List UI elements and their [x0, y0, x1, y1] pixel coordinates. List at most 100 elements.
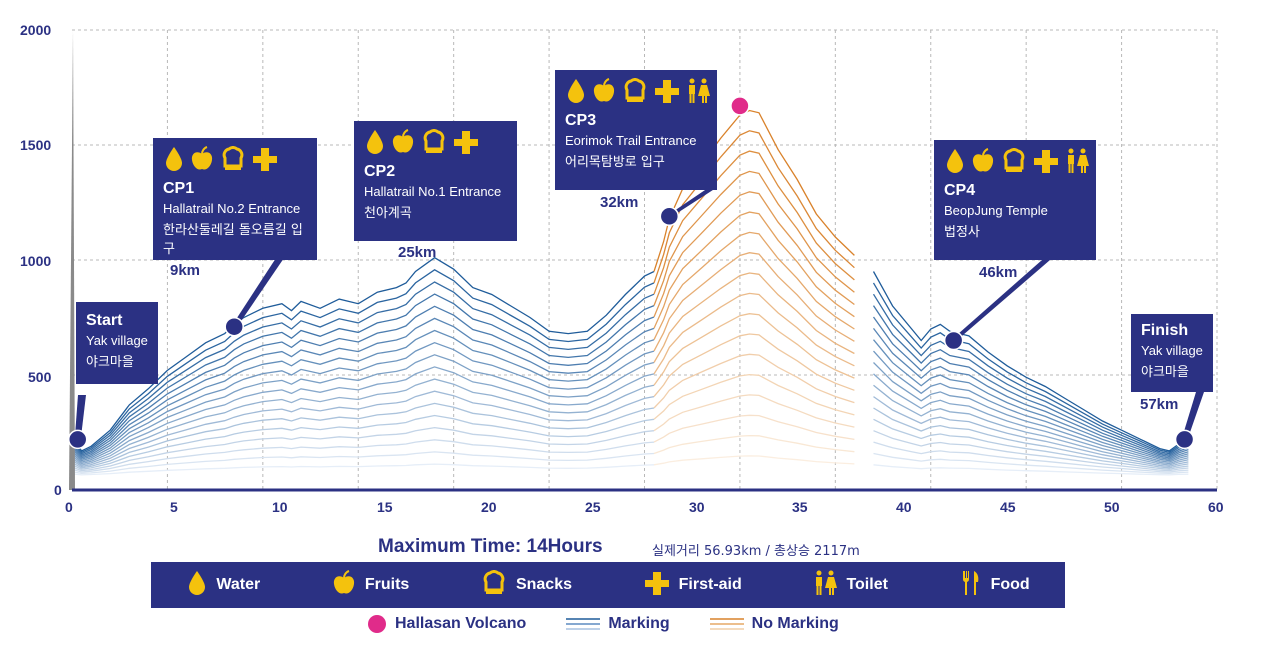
water-icon — [944, 148, 966, 179]
y-tick-500: 500 — [28, 369, 52, 385]
first-aid-icon — [653, 78, 681, 109]
cp1-km: 9km — [170, 262, 201, 279]
snacks-icon — [480, 569, 508, 601]
no-marking-line-13 — [653, 373, 855, 420]
marking-line-3 — [71, 293, 655, 456]
y-axis-bar — [69, 30, 75, 490]
x-tick-30: 30 — [689, 499, 705, 515]
cp1-label-box: CP1 Hallatrail No.2 Entrance 한라산둘레길 돌오름길… — [153, 138, 317, 260]
cp4-label-box: CP4 BeopJung Temple 법정사 — [934, 140, 1096, 260]
fruits-icon — [189, 145, 215, 177]
cp2-ko: 천아계곡 — [364, 206, 412, 221]
pointer-cp4 — [950, 260, 1050, 341]
marking-line-end-13 — [873, 418, 1189, 470]
legend-food: Food — [959, 570, 1030, 601]
marking-line-10 — [71, 378, 655, 466]
cp2-label-box: CP2 Hallatrail No.1 Entrance 천아계곡 — [354, 121, 517, 241]
marking-line-15 — [71, 439, 655, 473]
marking-line-11 — [71, 390, 655, 468]
x-tick-45: 45 — [1000, 499, 1016, 515]
x-tick-5: 5 — [170, 499, 178, 515]
legend-snacks-label: Snacks — [515, 576, 572, 593]
snacks-icon — [621, 77, 649, 109]
marking-line-end-10 — [873, 384, 1189, 466]
marking-line-end-17 — [873, 464, 1189, 476]
cp3-en: Eorimok Trail Entrance — [565, 133, 697, 148]
food-icon — [959, 570, 983, 601]
x-tick-10: 10 — [272, 499, 288, 515]
marking-line-end-16 — [873, 452, 1189, 475]
marking-line-14 — [71, 426, 655, 472]
first-aid-icon — [452, 129, 480, 160]
marking-line-end-3 — [872, 305, 1189, 456]
marking-line-end-15 — [873, 441, 1189, 473]
marker-cp1 — [224, 316, 244, 337]
no-marking-line-2 — [653, 150, 855, 295]
marking-line-17 — [71, 463, 655, 476]
marking-line-1 — [71, 269, 655, 454]
no-marking-line-1 — [653, 130, 855, 284]
marking-line-16 — [71, 451, 655, 475]
marking-line-7 — [71, 341, 655, 462]
legend-water-label: Water — [216, 576, 261, 593]
cp2-en: Hallatrail No.1 Entrance — [364, 184, 502, 199]
legend-first-aid-label: First-aid — [678, 576, 742, 593]
x-tick-60: 60 — [1208, 499, 1224, 515]
cp4-name: CP4 — [944, 182, 976, 199]
start-label-box: Start Yak village 야크마을 — [76, 302, 158, 384]
marking-line-end-9 — [873, 373, 1189, 465]
snacks-icon — [219, 145, 247, 177]
pointer-finish — [1181, 392, 1204, 440]
legend-summit: Hallasan Volcano — [367, 614, 526, 634]
water-icon — [364, 129, 386, 160]
marker-finish — [1174, 429, 1195, 450]
first-aid-icon — [251, 146, 279, 177]
marking-line-12 — [71, 402, 655, 469]
snacks-icon — [420, 128, 448, 160]
marking-line-end-6 — [872, 339, 1189, 460]
no-marking-line-6 — [653, 231, 855, 340]
no-marking-line-8 — [653, 272, 855, 363]
no-marking-line-14 — [653, 394, 855, 432]
no-marking-line-17 — [653, 455, 855, 466]
start-ko: 야크마을 — [86, 355, 134, 370]
marking-line-end-2 — [872, 293, 1189, 455]
marking-line-end-0 — [872, 271, 1189, 452]
distance-elevation-stats: 실제거리 56.93km / 총상승 2117m — [652, 544, 860, 559]
marking-line-end-7 — [873, 350, 1189, 462]
legend-food-label: Food — [990, 576, 1030, 593]
no-marking-line-4 — [653, 191, 855, 318]
legend-marking-label: Marking — [608, 615, 670, 632]
marking-line-end-14 — [873, 430, 1189, 472]
fruits-icon — [591, 77, 617, 109]
grid — [72, 29, 1218, 490]
y-tick-1500: 1500 — [20, 137, 52, 153]
line-legend: Hallasan Volcano Marking No Marking — [367, 614, 839, 634]
marker-cp3 — [659, 206, 680, 227]
cp3-name: CP3 — [565, 112, 597, 129]
no-marking-line-7 — [653, 252, 855, 352]
cp1-icons — [163, 145, 307, 177]
marking-line-2 — [71, 281, 655, 455]
legend-toilet-label: Toilet — [846, 576, 888, 593]
start-en: Yak village — [86, 333, 148, 348]
pointer-cp3 — [666, 188, 716, 217]
snacks-icon — [1000, 147, 1028, 179]
water-icon — [163, 146, 185, 177]
legend-toilet: Toilet — [812, 570, 888, 601]
cp3-ko: 어리목탐방로 입구 — [565, 155, 665, 170]
marker-cp4 — [943, 330, 964, 351]
marking-line-end-8 — [873, 362, 1189, 463]
summit-dot-icon — [368, 615, 386, 633]
legend-snacks: Snacks — [480, 569, 572, 601]
marking-lines-icon — [566, 618, 601, 630]
marking-line-13 — [71, 414, 655, 470]
cp3-km: 32km — [600, 194, 639, 211]
finish-label-box: Finish Yak village 야크마을 — [1131, 314, 1213, 392]
no-marking-line-15 — [653, 414, 855, 443]
x-tick-0: 0 — [65, 499, 73, 515]
axes — [69, 30, 1217, 492]
water-icon — [186, 570, 208, 601]
y-tick-2000: 2000 — [20, 22, 52, 38]
